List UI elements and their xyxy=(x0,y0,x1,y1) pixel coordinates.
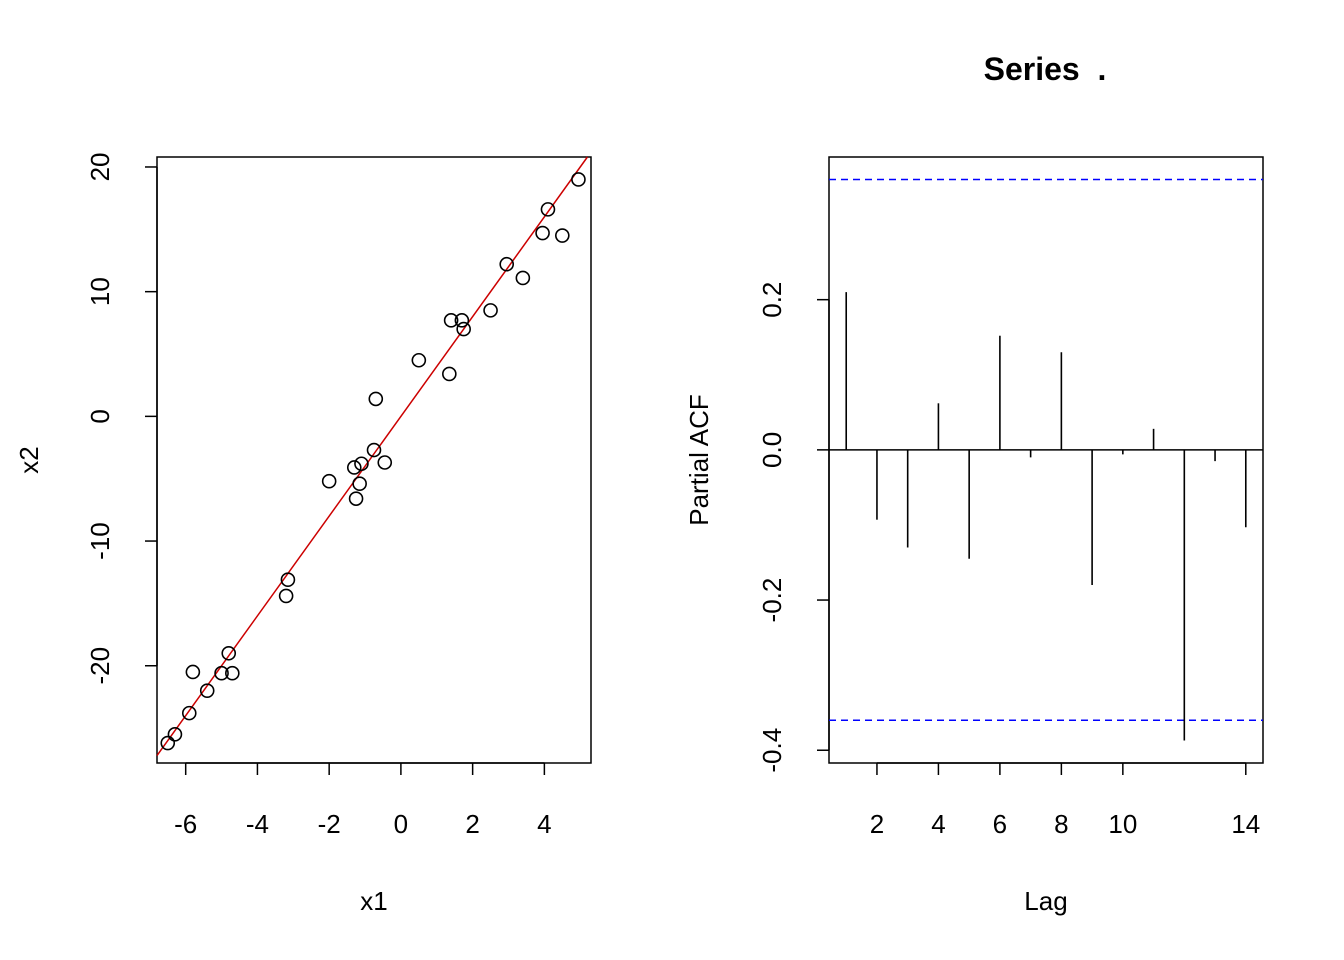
scatter-y-axis-title: x2 xyxy=(14,446,44,473)
scatter-x-tick-label: 4 xyxy=(537,809,551,839)
scatter-point xyxy=(366,442,382,458)
scatter-point xyxy=(321,473,337,489)
scatter-y-tick-label: 20 xyxy=(85,153,115,182)
scatter-point xyxy=(160,735,176,751)
pacf-x-tick-label: 8 xyxy=(1054,809,1068,839)
scatter-point xyxy=(214,665,229,681)
scatter-point xyxy=(225,665,240,681)
scatter-point xyxy=(443,313,459,328)
scatter-y-tick-label: -20 xyxy=(85,647,115,685)
scatter-point xyxy=(348,491,364,506)
scatter-point xyxy=(499,256,515,272)
scatter-point xyxy=(346,460,362,475)
scatter-plot-frame xyxy=(156,156,592,764)
scatter-y-axis: -20 -10 0 10 20 xyxy=(85,153,158,685)
scatter-point xyxy=(515,270,531,286)
scatter-point xyxy=(368,391,384,407)
scatter-point xyxy=(411,352,427,368)
scatter-point xyxy=(199,683,215,698)
scatter-x-tick-label: 2 xyxy=(465,809,479,839)
scatter-point xyxy=(454,313,470,328)
pacf-x-tick-label: 4 xyxy=(931,809,945,839)
scatter-x-tick-label: -6 xyxy=(174,809,197,839)
scatter-point xyxy=(535,225,550,241)
pacf-x-tick-label: 10 xyxy=(1108,809,1137,839)
scatter-point xyxy=(278,588,294,604)
scatter-point xyxy=(352,476,367,491)
pacf-y-axis: -0.4 -0.2 0.0 0.2 xyxy=(757,282,830,773)
scatter-point xyxy=(571,172,586,187)
pacf-y-tick-label: -0.4 xyxy=(757,728,787,773)
scatter-x-tick-label: -2 xyxy=(318,809,341,839)
pacf-confidence-layer xyxy=(829,178,1263,721)
scatter-point xyxy=(483,303,498,318)
scatter-y-tick-label: -10 xyxy=(85,522,115,560)
pacf-y-tick-label: 0.2 xyxy=(757,282,787,318)
scatter-point xyxy=(442,366,457,382)
scatter-point xyxy=(185,664,201,680)
pacf-x-tick-label: 2 xyxy=(870,809,884,839)
pacf-y-tick-label: 0.0 xyxy=(757,432,787,468)
scatter-point xyxy=(354,456,369,472)
pacf-x-tick-label: 6 xyxy=(993,809,1007,839)
scatter-point xyxy=(377,455,393,470)
scatter-x-axis-title: x1 xyxy=(360,886,387,916)
scatter-point xyxy=(167,727,183,742)
pacf-y-tick-label: -0.2 xyxy=(757,578,787,623)
pacf-x-tick-label: 14 xyxy=(1231,809,1260,839)
scatter-point xyxy=(181,705,197,721)
scatter-point xyxy=(280,572,296,588)
scatter-x-tick-label: -4 xyxy=(246,809,269,839)
scatter-point xyxy=(555,228,570,243)
scatter-points-layer xyxy=(160,172,586,751)
pacf-bars-layer xyxy=(845,292,1247,741)
pacf-panel: Series . 2 4 6 8 10 14 -0.4 -0.2 0.0 0.2 Lag Par… xyxy=(684,51,1264,916)
scatter-y-tick-label: 10 xyxy=(85,277,115,306)
pacf-y-axis-title: Partial ACF xyxy=(684,394,714,526)
scatter-y-tick-label: 0 xyxy=(85,409,115,423)
scatter-x-axis: -6 -4 -2 0 2 4 xyxy=(174,762,552,839)
pacf-title: Series . xyxy=(984,51,1107,87)
scatter-point xyxy=(456,321,471,337)
scatter-point xyxy=(540,202,556,217)
scatter-point xyxy=(221,645,237,661)
pacf-x-axis-title: Lag xyxy=(1024,886,1067,916)
pacf-x-axis: 2 4 6 8 10 14 xyxy=(870,762,1260,839)
pacf-plot-frame xyxy=(828,156,1264,764)
scatter-x-tick-label: 0 xyxy=(394,809,408,839)
